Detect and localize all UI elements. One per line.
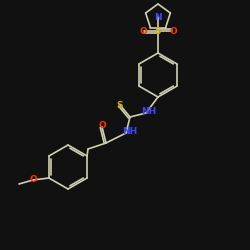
Text: O: O: [98, 120, 106, 130]
Text: O: O: [169, 26, 177, 36]
Text: S: S: [117, 100, 123, 110]
Text: S: S: [155, 26, 161, 36]
Text: NH: NH: [142, 106, 156, 116]
Text: NH: NH: [122, 126, 138, 136]
Text: O: O: [139, 26, 147, 36]
Text: N: N: [154, 12, 162, 22]
Text: O: O: [29, 176, 37, 184]
